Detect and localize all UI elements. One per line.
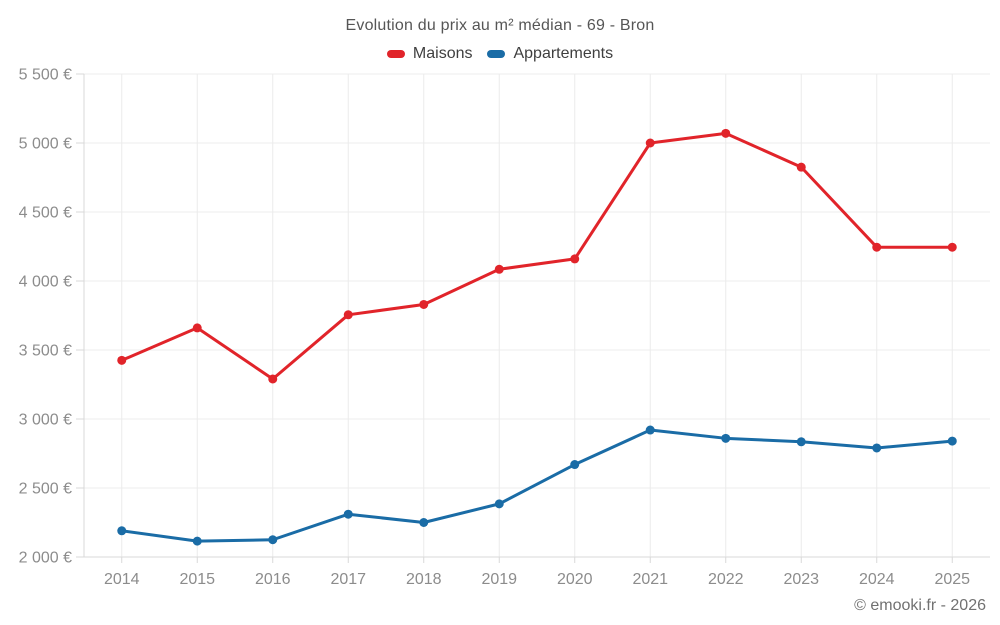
- legend-item-maisons[interactable]: Maisons: [386, 45, 473, 63]
- data-point-maisons-2021[interactable]: [645, 138, 655, 148]
- data-point-maisons-2016[interactable]: [268, 374, 278, 384]
- appartements-line-swatch-icon: [487, 50, 506, 58]
- data-point-maisons-2020[interactable]: [570, 254, 580, 264]
- data-point-appartements-2025[interactable]: [947, 436, 957, 446]
- x-tick-label: 2017: [330, 571, 366, 588]
- y-tick-label: 2 500 €: [19, 481, 72, 498]
- y-tick-label: 5 500 €: [19, 67, 72, 84]
- legend-item-appartements[interactable]: Appartements: [487, 45, 613, 63]
- x-tick-label: 2021: [632, 571, 668, 588]
- data-point-appartements-2020[interactable]: [570, 460, 580, 470]
- x-tick-label: 2020: [557, 571, 593, 588]
- data-point-appartements-2019[interactable]: [494, 499, 504, 509]
- data-point-appartements-2015[interactable]: [192, 536, 202, 546]
- x-tick-label: 2023: [783, 571, 819, 588]
- x-tick-label: 2019: [481, 571, 517, 588]
- data-point-maisons-2014[interactable]: [117, 355, 127, 365]
- x-tick-label: 2025: [934, 571, 970, 588]
- data-point-maisons-2023[interactable]: [796, 162, 806, 172]
- data-point-appartements-2017[interactable]: [343, 509, 353, 519]
- data-point-maisons-2024[interactable]: [872, 242, 882, 252]
- data-point-maisons-2017[interactable]: [343, 310, 353, 320]
- data-point-maisons-2022[interactable]: [721, 128, 731, 138]
- data-point-maisons-2025[interactable]: [947, 242, 957, 252]
- data-point-appartements-2014[interactable]: [117, 526, 127, 536]
- data-point-maisons-2018[interactable]: [419, 299, 429, 309]
- x-tick-label: 2018: [406, 571, 442, 588]
- data-point-appartements-2016[interactable]: [268, 535, 278, 545]
- x-tick-label: 2022: [708, 571, 744, 588]
- maisons-line-swatch-icon: [386, 50, 405, 58]
- x-tick-label: 2024: [859, 571, 895, 588]
- y-tick-label: 3 500 €: [19, 343, 72, 360]
- legend-label-appartements: Appartements: [513, 45, 614, 62]
- data-point-appartements-2021[interactable]: [645, 425, 655, 435]
- appartements-line: [120, 428, 954, 543]
- data-point-appartements-2022[interactable]: [721, 433, 731, 443]
- data-point-maisons-2015[interactable]: [192, 323, 202, 333]
- chart-title: Evolution du prix au m² médian - 69 - Br…: [345, 17, 655, 34]
- y-tick-label: 3 000 €: [19, 412, 72, 429]
- data-point-appartements-2023[interactable]: [796, 437, 806, 447]
- data-point-appartements-2018[interactable]: [419, 518, 429, 527]
- data-point-maisons-2019[interactable]: [494, 264, 504, 274]
- y-tick-label: 2 000 €: [19, 550, 72, 567]
- y-tick-label: 4 500 €: [19, 205, 72, 222]
- x-tick-label: 2016: [255, 571, 291, 588]
- x-tick-label: 2015: [179, 571, 215, 588]
- credit-text: © emooki.fr - 2026: [854, 597, 986, 614]
- data-point-appartements-2024[interactable]: [872, 443, 882, 453]
- x-tick-label: 2014: [104, 571, 140, 588]
- maisons-line: [120, 131, 954, 381]
- y-tick-label: 5 000 €: [19, 136, 72, 153]
- y-tick-label: 4 000 €: [19, 274, 72, 291]
- legend-label-maisons: Maisons: [412, 45, 473, 62]
- chart-legend: Maisons Appartements: [0, 45, 1000, 63]
